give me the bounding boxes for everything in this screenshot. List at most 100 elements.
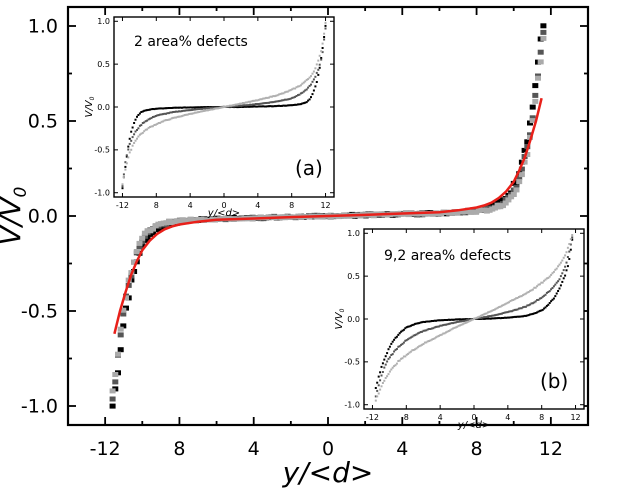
main-xtick-label: 0 <box>322 438 334 460</box>
inset-a-point <box>240 104 243 107</box>
inset-a-point <box>308 98 311 101</box>
main-point <box>524 152 531 157</box>
inset-b-point <box>534 286 537 289</box>
inset-a-point <box>282 104 285 107</box>
main-point <box>117 326 124 332</box>
inset-b-point <box>425 320 428 323</box>
inset-b-point <box>443 323 446 326</box>
inset-b-point <box>509 310 512 313</box>
inset-b-point <box>484 317 487 320</box>
inset-b-point <box>508 316 511 319</box>
inset-b-point <box>454 326 457 329</box>
inset-b-point <box>533 312 536 315</box>
inset-b-point <box>428 328 431 330</box>
inset-b-point <box>569 238 572 241</box>
main-point <box>540 23 547 29</box>
inset-a-point <box>166 119 169 121</box>
inset-b-point <box>456 325 459 328</box>
inset-b-point <box>533 301 536 304</box>
inset-a-point <box>199 107 202 110</box>
inset-b-point <box>426 320 429 323</box>
inset-b-point <box>544 306 547 309</box>
inset-b-point <box>414 348 417 351</box>
inset-a-point <box>136 129 138 131</box>
inset-a-point <box>314 75 317 78</box>
inset-a-point <box>175 116 178 119</box>
main-ytick-label: -0.5 <box>21 301 58 323</box>
inset-b-point <box>564 265 567 268</box>
main-point <box>500 203 506 209</box>
inset-b-point <box>557 265 560 268</box>
inset-b-point <box>404 339 407 342</box>
inset-b-point <box>544 293 547 296</box>
inset-a-point <box>175 106 178 109</box>
inset-b-point <box>547 291 550 293</box>
inset-b-point <box>513 308 516 311</box>
inset-a-point <box>172 111 175 113</box>
inset-b-point <box>485 315 488 318</box>
inset-b-point <box>393 365 396 368</box>
inset-a-point <box>133 122 136 124</box>
inset-b-point <box>505 302 508 305</box>
inset-a-point <box>279 99 282 102</box>
inset-a-point <box>196 108 199 111</box>
main-point <box>540 29 547 35</box>
inset-b-point <box>445 319 447 321</box>
inset-a-point <box>151 116 154 118</box>
inset-a-point <box>321 51 324 54</box>
inset-a-point <box>278 104 281 107</box>
inset-b-point <box>408 351 411 354</box>
inset-a-point <box>252 103 254 106</box>
inset-b-point <box>440 324 443 327</box>
inset-a-point <box>283 98 286 101</box>
main-point <box>150 226 156 232</box>
inset-a-point <box>176 115 179 118</box>
inset-a-point <box>315 63 318 66</box>
inset-b-point <box>485 317 488 320</box>
main-point <box>112 379 119 385</box>
inset-a-point <box>239 106 241 108</box>
inset-a-point <box>291 88 294 91</box>
inset-a-point <box>257 98 260 101</box>
inset-a-point <box>191 106 194 109</box>
inset-a-point <box>136 137 138 140</box>
inset-a-point <box>275 100 278 103</box>
inset-a-point <box>160 107 163 110</box>
inset-a-point <box>182 106 185 109</box>
main-point <box>518 172 525 178</box>
inset-a-point <box>170 107 173 109</box>
inset-a-point <box>217 107 220 110</box>
inset-b-point <box>419 321 422 324</box>
inset-a-point <box>140 111 143 113</box>
inset-a-point <box>289 104 292 107</box>
inset-b-point <box>414 322 417 325</box>
inset-a-point <box>156 107 159 110</box>
inset-a-point <box>237 103 240 106</box>
main-point <box>109 403 116 409</box>
inset-a-point <box>204 106 207 109</box>
inset-a-point <box>273 95 276 98</box>
inset-a-point <box>315 81 318 83</box>
inset-a-point <box>310 96 312 99</box>
inset-a-point <box>249 103 252 106</box>
inset-b-point <box>538 283 541 286</box>
inset-b-point <box>436 319 439 322</box>
inset-b-point <box>397 345 400 348</box>
inset-a-point <box>254 99 257 102</box>
inset-b-point <box>506 301 509 304</box>
inset-b-point <box>436 335 439 338</box>
inset-b-point <box>557 280 560 283</box>
inset-b-point <box>505 311 508 314</box>
inset-a-point <box>308 76 311 79</box>
inset-b-point <box>540 281 543 284</box>
inset-b-point <box>453 321 456 324</box>
inset-a-point <box>323 36 326 38</box>
inset-b-point <box>498 306 501 308</box>
inset-b-point <box>489 310 492 313</box>
inset-b-point <box>523 305 526 308</box>
inset-a-point <box>137 127 140 130</box>
inset-b-point <box>475 316 478 319</box>
inset-b-point <box>461 320 464 323</box>
inset-b-point <box>529 289 532 292</box>
inset-a-point <box>304 101 307 104</box>
